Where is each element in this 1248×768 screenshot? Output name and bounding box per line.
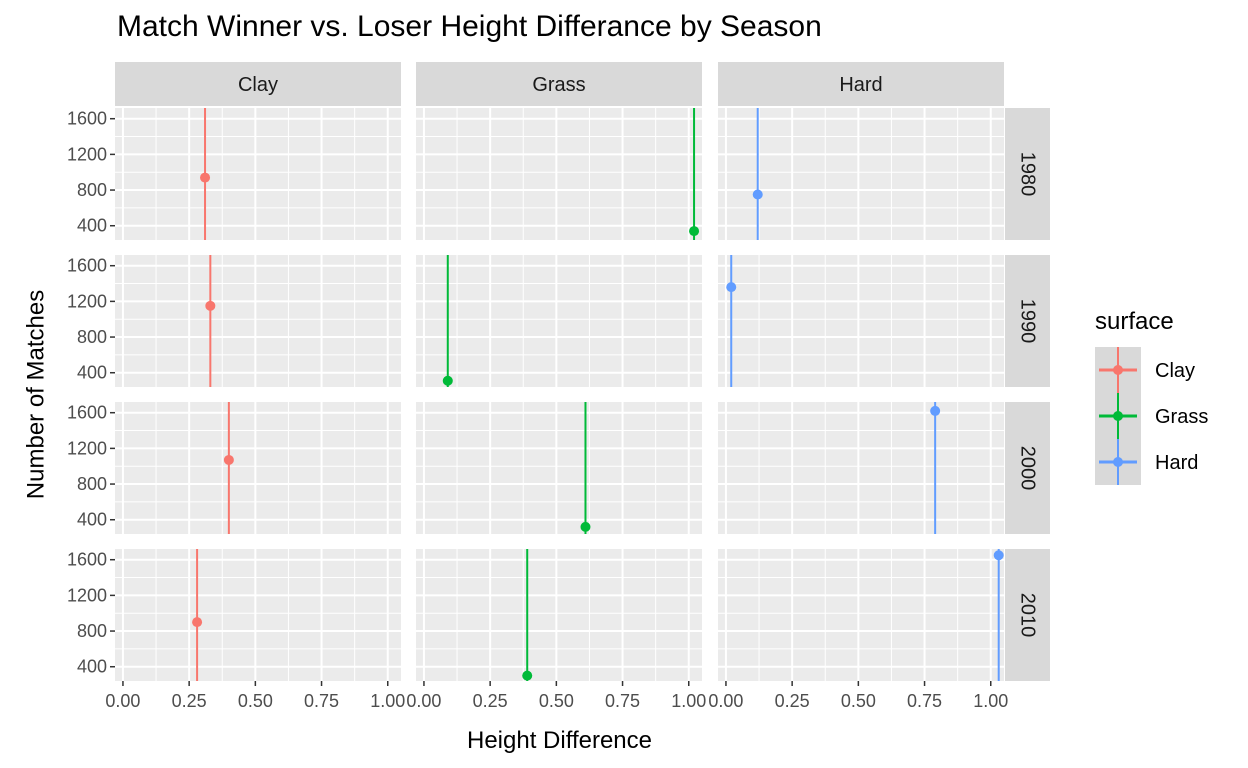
- legend-item-hard: Hard: [1095, 439, 1198, 485]
- panel-background: [115, 549, 401, 681]
- strip-label-1980: 1980: [1017, 152, 1039, 197]
- panel-hard-2010: [718, 549, 1004, 681]
- panel-background: [416, 255, 702, 387]
- point-hard-2000: [930, 405, 941, 416]
- x-tick-label: 1.00: [370, 691, 405, 711]
- y-tick-label: 1200: [67, 585, 107, 605]
- x-tick-label: 0.00: [708, 691, 743, 711]
- x-tick-label: 0.00: [105, 691, 140, 711]
- y-tick-label: 400: [77, 657, 107, 677]
- chart-title: Match Winner vs. Loser Height Differance…: [117, 10, 822, 43]
- y-tick-label: 1600: [67, 256, 107, 276]
- x-tick-label: 0.75: [304, 691, 339, 711]
- x-tick-label: 0.75: [605, 691, 640, 711]
- strip-label-1990: 1990: [1017, 299, 1039, 344]
- panel-background: [115, 108, 401, 240]
- y-axis-title: Number of Matches: [23, 290, 50, 499]
- legend-key-point: [1113, 365, 1123, 375]
- y-tick-label: 400: [77, 510, 107, 530]
- point-hard-1980: [752, 189, 763, 200]
- strip-label-grass: Grass: [532, 74, 585, 96]
- legend-key-point: [1113, 457, 1123, 467]
- panel-hard-2000: [718, 402, 1004, 534]
- point-grass-2000: [580, 521, 591, 532]
- strip-hard: [718, 62, 1004, 106]
- y-tick-label: 1600: [67, 109, 107, 129]
- y-tick-label: 800: [77, 621, 107, 641]
- strip-label-2010: 2010: [1017, 593, 1039, 638]
- legend-label: Hard: [1155, 452, 1198, 474]
- x-axis-title: Height Difference: [467, 727, 652, 754]
- panel-hard-1980: [718, 108, 1004, 240]
- legend-item-grass: Grass: [1095, 393, 1208, 439]
- strip-label-hard: Hard: [839, 74, 882, 96]
- y-tick-label: 1200: [67, 291, 107, 311]
- panel-background: [416, 549, 702, 681]
- x-tick-label: 0.00: [406, 691, 441, 711]
- panel-clay-1990: [115, 255, 401, 387]
- panel-clay-2000: [115, 402, 401, 534]
- x-tick-label: 0.50: [238, 691, 273, 711]
- point-clay-2000: [223, 454, 234, 465]
- panel-grass-2010: [416, 549, 702, 681]
- y-tick-label: 1200: [67, 438, 107, 458]
- strip-clay: [115, 62, 401, 106]
- x-tick-label: 1.00: [671, 691, 706, 711]
- legend-key-point: [1113, 411, 1123, 421]
- y-tick-label: 400: [77, 216, 107, 236]
- x-tick-label: 0.50: [539, 691, 574, 711]
- legend-title: surface: [1095, 308, 1174, 335]
- strip-2000: [1005, 402, 1050, 534]
- strip-grass: [416, 62, 702, 106]
- point-hard-2010: [993, 550, 1004, 561]
- point-grass-2010: [522, 670, 533, 681]
- y-tick-label: 800: [77, 474, 107, 494]
- panel-grass-1980: [416, 108, 702, 240]
- panel-background: [416, 402, 702, 534]
- panel-hard-1990: [718, 255, 1004, 387]
- x-tick-label: 0.25: [473, 691, 508, 711]
- strip-label-2000: 2000: [1017, 446, 1039, 491]
- y-tick-label: 800: [77, 180, 107, 200]
- legend-label: Clay: [1155, 360, 1195, 382]
- strip-1980: [1005, 108, 1050, 240]
- x-tick-label: 0.25: [775, 691, 810, 711]
- panel-background: [718, 549, 1004, 681]
- panel-background: [416, 108, 702, 240]
- x-tick-label: 0.50: [841, 691, 876, 711]
- panel-background: [718, 402, 1004, 534]
- x-tick-label: 0.75: [907, 691, 942, 711]
- panel-grass-2000: [416, 402, 702, 534]
- y-tick-label: 1600: [67, 403, 107, 423]
- panel-background: [115, 402, 401, 534]
- point-hard-1990: [726, 282, 737, 293]
- panel-grass-1990: [416, 255, 702, 387]
- legend-item-clay: Clay: [1095, 347, 1195, 393]
- point-clay-1980: [200, 172, 211, 183]
- panel-background: [718, 108, 1004, 240]
- panel-clay-2010: [115, 549, 401, 681]
- y-tick-label: 1600: [67, 550, 107, 570]
- y-tick-label: 800: [77, 327, 107, 347]
- panel-clay-1980: [115, 108, 401, 240]
- y-tick-label: 400: [77, 363, 107, 383]
- y-tick-label: 1200: [67, 144, 107, 164]
- point-clay-2010: [192, 617, 203, 628]
- point-grass-1990: [442, 375, 453, 386]
- legend-label: Grass: [1155, 406, 1208, 428]
- x-tick-label: 0.25: [172, 691, 207, 711]
- strip-2010: [1005, 549, 1050, 681]
- strip-1990: [1005, 255, 1050, 387]
- point-grass-1980: [689, 226, 700, 237]
- point-clay-1990: [205, 300, 216, 311]
- panel-background: [718, 255, 1004, 387]
- x-tick-label: 1.00: [973, 691, 1008, 711]
- strip-label-clay: Clay: [238, 74, 278, 96]
- panel-background: [115, 255, 401, 387]
